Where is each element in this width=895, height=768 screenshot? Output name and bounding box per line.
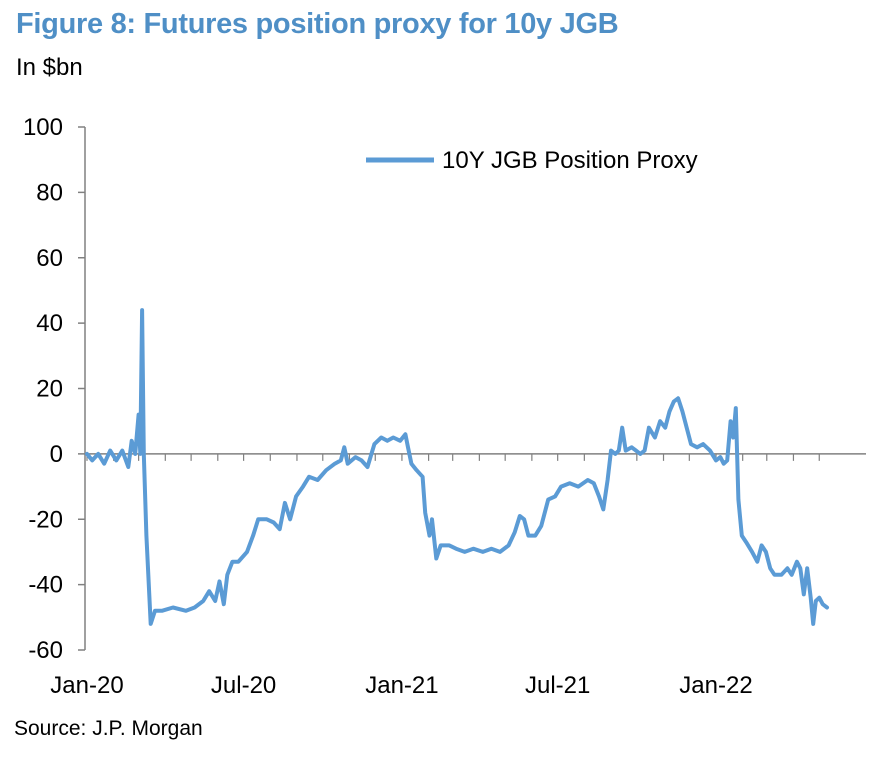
x-tick-label: Jan-20: [50, 672, 123, 699]
x-tick-label: Jul-21: [525, 672, 590, 699]
y-tick-label: 40: [36, 310, 63, 337]
y-tick-label: 100: [23, 114, 63, 141]
y-tick-label: -20: [28, 506, 63, 533]
source-note: Source: J.P. Morgan: [14, 717, 203, 740]
chart-subtitle: In $bn: [16, 54, 83, 81]
y-tick-label: -60: [28, 637, 63, 664]
chart-title: Figure 8: Futures position proxy for 10y…: [16, 8, 619, 40]
y-tick-label: -40: [28, 572, 63, 599]
y-tick-label: 80: [36, 179, 63, 206]
x-tick-label: Jan-21: [365, 672, 438, 699]
y-tick-label: 60: [36, 245, 63, 272]
x-tick-label: Jul-20: [211, 672, 276, 699]
legend-label: 10Y JGB Position Proxy: [442, 147, 698, 174]
x-tick-label: Jan-22: [679, 672, 752, 699]
series-line: [85, 308, 829, 626]
y-tick-label: 20: [36, 376, 63, 403]
y-tick-label: 0: [50, 441, 63, 468]
